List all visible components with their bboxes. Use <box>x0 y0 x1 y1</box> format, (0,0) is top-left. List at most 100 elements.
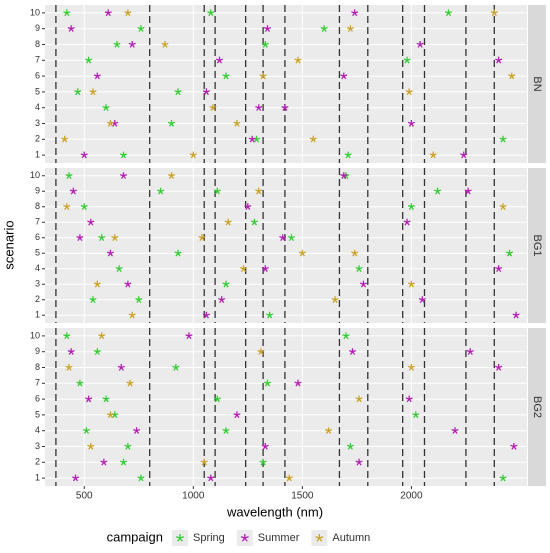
point <box>167 172 176 179</box>
point <box>444 9 453 17</box>
facet-label: BG1 <box>531 234 543 256</box>
y-tick-label: 9 <box>35 186 40 196</box>
point <box>259 458 267 466</box>
point <box>309 135 317 143</box>
y-tick-label: 1 <box>35 472 40 482</box>
point <box>508 72 516 80</box>
y-tick-label: 7 <box>35 378 40 388</box>
facet-label: BN <box>531 76 543 91</box>
y-tick-label: 10 <box>30 330 40 340</box>
y-tick-label: 4 <box>35 263 40 273</box>
facet-strip <box>528 328 546 486</box>
point <box>499 474 507 482</box>
point <box>215 56 224 64</box>
y-tick-label: 5 <box>35 248 40 258</box>
legend-symbol <box>240 533 249 542</box>
point <box>137 474 145 482</box>
point <box>263 379 271 387</box>
point <box>287 234 295 241</box>
y-tick-label: 4 <box>35 425 40 435</box>
point <box>261 265 269 272</box>
point <box>348 348 357 355</box>
point <box>76 379 84 387</box>
point <box>87 218 95 226</box>
point <box>119 172 128 179</box>
point <box>111 119 119 127</box>
point <box>124 280 132 288</box>
y-tick-label: 5 <box>35 409 40 419</box>
panel-background <box>45 168 527 323</box>
point <box>172 364 180 371</box>
legend-title: campaign <box>107 529 163 544</box>
point <box>117 363 125 371</box>
point <box>407 119 415 127</box>
point <box>294 56 302 64</box>
point <box>102 395 110 403</box>
point <box>157 187 165 195</box>
point <box>250 218 258 226</box>
point <box>510 442 518 450</box>
point <box>167 119 176 127</box>
point <box>85 395 93 403</box>
point <box>255 104 263 111</box>
point <box>89 296 97 303</box>
point <box>342 172 350 179</box>
point <box>351 249 359 257</box>
point <box>506 249 514 257</box>
legend-symbol <box>175 534 185 542</box>
point <box>111 234 119 241</box>
point <box>63 203 71 210</box>
point <box>98 332 106 340</box>
point <box>359 280 367 288</box>
y-tick-label: 8 <box>35 39 40 49</box>
point <box>261 40 269 48</box>
y-tick-label: 1 <box>35 310 40 320</box>
point <box>248 135 256 143</box>
legend-label: Spring <box>193 532 225 544</box>
point <box>253 135 261 143</box>
point <box>239 265 248 272</box>
point <box>429 151 437 159</box>
point <box>403 56 411 64</box>
point <box>106 249 114 257</box>
facet-strip <box>528 5 546 163</box>
point <box>137 25 145 32</box>
point <box>405 88 413 96</box>
point <box>119 151 128 159</box>
point <box>67 25 75 32</box>
point <box>69 187 77 195</box>
point <box>128 41 136 48</box>
y-tick-label: 2 <box>35 457 40 467</box>
point <box>285 474 293 482</box>
point <box>499 135 507 143</box>
point <box>324 427 333 434</box>
y-axis-label: scenario <box>1 220 16 269</box>
point <box>460 151 468 159</box>
point <box>279 234 287 241</box>
point <box>82 427 90 434</box>
point <box>351 9 359 17</box>
point <box>434 187 442 195</box>
y-tick-label: 2 <box>35 294 40 304</box>
point <box>93 348 101 355</box>
point <box>106 120 114 127</box>
point <box>104 9 112 17</box>
point <box>466 348 474 355</box>
point <box>294 379 302 387</box>
point <box>202 88 210 96</box>
point <box>111 411 119 419</box>
y-tick-label: 2 <box>35 134 40 144</box>
point <box>106 411 114 419</box>
point <box>416 40 424 48</box>
point <box>174 88 182 96</box>
point <box>222 427 230 434</box>
point <box>418 296 426 303</box>
point <box>89 88 97 96</box>
point <box>67 348 75 355</box>
point <box>200 458 208 466</box>
point <box>218 296 226 303</box>
y-tick-label: 5 <box>35 86 40 96</box>
point <box>98 234 106 241</box>
point <box>281 104 289 111</box>
point <box>344 151 352 159</box>
